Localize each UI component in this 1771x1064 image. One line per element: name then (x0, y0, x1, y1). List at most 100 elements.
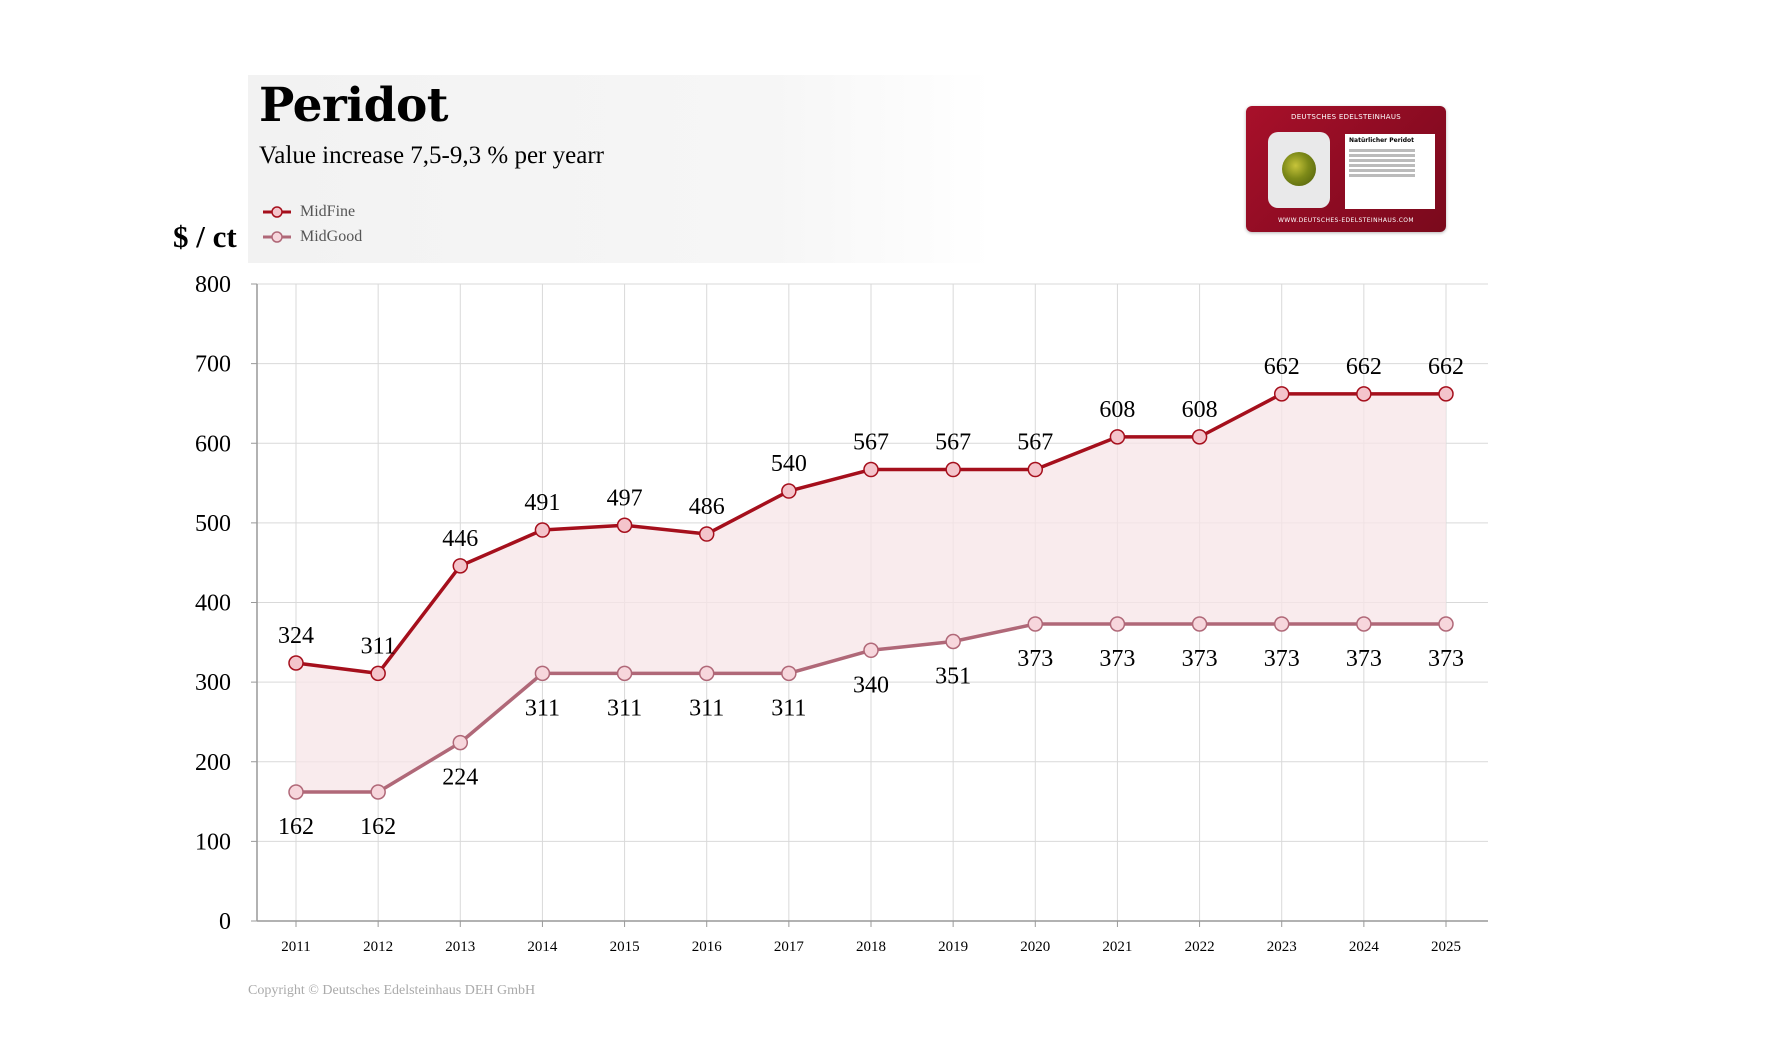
data-point-midgood (698, 665, 715, 682)
data-label-midgood: 311 (771, 695, 806, 721)
chart-title: Peridot (259, 78, 449, 133)
y-tick-label: 800 (195, 272, 231, 298)
data-point-midfine (616, 517, 633, 534)
x-tick-label: 2016 (692, 939, 723, 955)
data-point-midfine (1438, 386, 1454, 402)
gemstone-certificate-image: DEUTSCHES EDELSTEINHAUS Natürlicher Peri… (1246, 106, 1446, 232)
data-point-midgood (1356, 616, 1372, 632)
data-point-midgood (1027, 616, 1044, 632)
data-label-midfine: 311 (361, 633, 396, 659)
copyright-notice: Copyright © Deutsches Edelsteinhaus DEH … (248, 983, 536, 998)
x-tick-label: 2019 (938, 939, 968, 955)
data-label-midfine: 662 (1428, 354, 1464, 380)
chart-legend: MidFine MidGood (262, 199, 362, 249)
data-label-midgood: 311 (607, 695, 642, 721)
data-point-midgood (1438, 616, 1454, 632)
data-point-midgood (452, 734, 469, 751)
data-label-midfine: 608 (1182, 397, 1218, 423)
data-point-midgood (1109, 616, 1126, 632)
legend-marker-midgood-icon (263, 230, 291, 243)
legend-label-midfine: MidFine (300, 202, 356, 220)
certificate-card-title: Natürlicher Peridot (1349, 137, 1414, 144)
certificate-gem-window (1268, 132, 1330, 208)
data-label-midfine: 608 (1099, 397, 1135, 423)
certificate-brand: DEUTSCHES EDELSTEINHAUS (1291, 113, 1401, 121)
data-label-midfine: 486 (689, 494, 725, 520)
data-point-midgood (616, 665, 633, 682)
data-label-midfine: 497 (607, 485, 643, 511)
legend-item-midfine: MidFine (262, 199, 362, 224)
data-point-midgood (863, 642, 879, 659)
data-point-midgood (534, 665, 551, 682)
data-point-midgood (945, 633, 961, 650)
data-point-midfine (1027, 461, 1044, 478)
x-tick-label: 2025 (1431, 939, 1461, 955)
y-tick-label: 0 (219, 909, 231, 935)
data-point-midfine (534, 522, 551, 538)
data-label-midgood: 373 (1017, 646, 1053, 672)
data-label-midfine: 491 (524, 490, 560, 516)
y-axis-label: $ / ct (173, 219, 237, 254)
data-label-midgood: 311 (525, 695, 560, 721)
x-tick-label: 2022 (1185, 939, 1215, 955)
x-tick-label: 2017 (774, 939, 805, 955)
data-point-midfine (452, 558, 469, 574)
legend-item-midgood: MidGood (262, 224, 362, 249)
data-label-midfine: 446 (442, 526, 478, 552)
data-label-midgood: 224 (442, 765, 478, 791)
y-tick-label: 700 (195, 352, 231, 378)
x-tick-label: 2023 (1267, 939, 1297, 955)
data-point-midfine (1191, 429, 1208, 445)
data-point-midfine (945, 461, 961, 478)
data-label-midgood: 373 (1182, 646, 1218, 672)
data-point-midfine (1109, 429, 1126, 445)
data-label-midgood: 351 (935, 664, 971, 690)
x-tick-label: 2018 (856, 939, 886, 955)
data-point-midfine (863, 461, 879, 478)
certificate-url: WWW.DEUTSCHES-EDELSTEINHAUS.COM (1277, 217, 1415, 224)
y-tick-label: 600 (195, 431, 231, 457)
data-label-midgood: 162 (278, 814, 314, 840)
y-tick-label: 400 (195, 591, 231, 617)
data-point-midfine (370, 665, 386, 682)
data-label-midgood: 373 (1264, 646, 1300, 672)
y-tick-label: 500 (195, 511, 231, 537)
x-tick-label: 2024 (1349, 939, 1380, 955)
data-point-midgood (1191, 616, 1208, 632)
x-tick-label: 2021 (1102, 939, 1132, 955)
data-point-midgood (781, 665, 797, 682)
data-label-midgood: 311 (689, 695, 724, 721)
data-label-midfine: 662 (1264, 354, 1300, 380)
data-label-midfine: 567 (853, 430, 889, 456)
data-label-midfine: 567 (1017, 430, 1053, 456)
x-tick-label: 2012 (363, 939, 393, 955)
y-tick-label: 200 (195, 750, 231, 776)
data-label-midgood: 373 (1428, 646, 1464, 672)
x-tick-label: 2013 (445, 939, 475, 955)
legend-label-midgood: MidGood (300, 227, 363, 245)
data-label-midfine: 567 (935, 430, 971, 456)
data-point-midfine (698, 526, 715, 542)
chart-subtitle: Value increase 7,5-9,3 % per yearr (259, 142, 604, 169)
chart-header-panel (248, 75, 992, 263)
series-band-fill (296, 393, 1446, 793)
peridot-gem-icon (1282, 152, 1316, 186)
x-tick-label: 2015 (610, 939, 640, 955)
legend-marker-midfine-icon (263, 205, 291, 218)
data-label-midgood: 373 (1099, 646, 1135, 672)
data-point-midgood (370, 784, 386, 800)
x-tick-label: 2011 (281, 939, 310, 955)
x-tick-label: 2020 (1020, 939, 1050, 955)
data-label-midgood: 162 (360, 814, 396, 840)
data-point-midfine (1273, 386, 1290, 402)
data-label-midgood: 373 (1346, 646, 1382, 672)
y-tick-label: 300 (195, 670, 231, 696)
data-label-midgood: 340 (853, 672, 889, 698)
data-point-midfine (288, 655, 304, 671)
x-tick-label: 2014 (527, 939, 558, 955)
data-point-midfine (1356, 386, 1372, 402)
data-label-midfine: 540 (771, 451, 807, 477)
data-point-midfine (781, 483, 797, 499)
data-point-midgood (288, 784, 304, 800)
data-label-midfine: 662 (1346, 354, 1382, 380)
